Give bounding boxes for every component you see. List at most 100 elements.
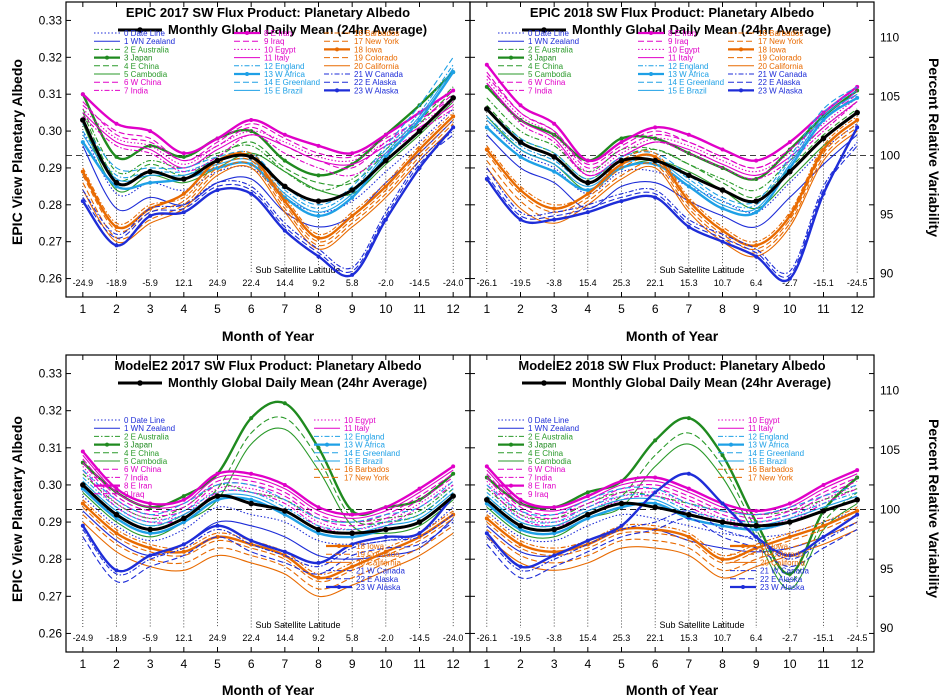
series-marker [821, 534, 826, 539]
mean-marker [80, 482, 86, 488]
series-marker [451, 464, 456, 469]
latitude-label: -15.1 [813, 278, 834, 288]
legend-marker [337, 544, 341, 548]
sub-satellite-label: Sub Satellite Latitude [255, 265, 340, 275]
x-tick-label: 3 [551, 302, 558, 316]
series-line [486, 123, 858, 251]
mean-marker [450, 95, 456, 101]
series-marker [148, 180, 153, 185]
mean-marker [383, 526, 389, 533]
legend-label: 13 W Africa [668, 70, 709, 79]
latitude-label: 24.9 [209, 278, 227, 288]
legend-label: 12 England [748, 432, 788, 441]
series-line [82, 454, 454, 519]
legend-label: 3 Japan [528, 54, 556, 63]
x-tick-label: 5 [618, 302, 625, 316]
y-tick-label: 0.32 [39, 404, 63, 418]
series-line [486, 443, 858, 590]
series-line [82, 502, 454, 580]
latitude-label: -3.8 [546, 633, 562, 643]
legend-label: 20 California [760, 558, 805, 567]
x-axis-label-bottom-left: Month of Year [222, 682, 315, 698]
y-tick-label: 0.26 [39, 272, 63, 286]
legend-label: 7 India [124, 86, 149, 95]
series-line [82, 458, 454, 523]
series-marker [114, 121, 119, 126]
series-marker [821, 482, 826, 487]
mean-marker [416, 128, 423, 134]
legend-label: 19 Colorado [758, 54, 802, 63]
series-marker [484, 147, 489, 152]
latitude-label: -5.9 [142, 633, 158, 643]
x-tick-label: 5 [214, 302, 221, 316]
x-tick-label: 5 [618, 657, 625, 671]
x-tick-label: 11 [817, 302, 830, 316]
x-tick-label: 4 [584, 657, 591, 671]
mean-marker [113, 511, 120, 518]
latitude-label: -26.1 [477, 633, 498, 643]
series-marker [215, 497, 220, 502]
x-tick-label: 11 [413, 657, 426, 671]
series-marker [148, 531, 153, 536]
chart-panel: ModelE2 2017 SW Flux Product: Planetary … [39, 354, 471, 671]
series-line [485, 63, 858, 163]
legend-label: 17 New York [344, 473, 390, 482]
series-line [486, 119, 858, 214]
series-line [486, 473, 858, 519]
series-marker [451, 88, 456, 93]
series-marker [754, 520, 759, 525]
plot-frame [469, 1, 875, 298]
series-line [82, 521, 454, 598]
x-axis-label-top-right: Month of Year [626, 328, 719, 344]
legend-label: 2 E Australia [124, 432, 169, 441]
series-marker [451, 125, 456, 130]
x-tick-label: 12 [850, 302, 864, 316]
series-line [485, 465, 858, 513]
series-lines [484, 62, 860, 283]
series-marker [720, 239, 725, 244]
legend-label: 10 Egypt [264, 45, 296, 54]
series-marker [552, 505, 557, 510]
series-marker [754, 177, 759, 181]
latitude-label: -2.0 [378, 278, 394, 288]
series-marker [754, 508, 759, 513]
legend-label: 8 E Iran [124, 482, 152, 491]
latitude-label: 9.2 [312, 633, 325, 643]
x-tick-label: 1 [483, 657, 490, 671]
legend-label: 11 Italy [668, 54, 693, 63]
series-marker [720, 147, 725, 152]
legend-label: 16 Barbados [344, 465, 389, 474]
latitude-label: 15.4 [579, 633, 597, 643]
series-marker [417, 147, 422, 152]
series-marker [316, 143, 321, 148]
series-marker [181, 497, 186, 502]
legend-label: 2 E Australia [528, 45, 573, 54]
series-marker [215, 136, 220, 141]
series-marker [585, 516, 590, 521]
x-tick-label: 8 [315, 657, 322, 671]
series-line [82, 510, 454, 560]
mean-marker [181, 515, 187, 522]
series-line [82, 473, 454, 523]
y-tick-label: 0.29 [39, 161, 63, 175]
mean-marker [282, 508, 288, 514]
legend-label: 19 Colorado [354, 54, 398, 63]
mean-marker [484, 496, 490, 503]
series-line [486, 130, 858, 258]
mean-marker [585, 179, 591, 186]
series-line [82, 112, 454, 235]
series-marker [80, 169, 85, 174]
series-marker [585, 188, 590, 193]
series-marker [350, 195, 355, 200]
series-marker [417, 118, 422, 122]
series-line [486, 509, 858, 561]
series-marker [653, 195, 658, 200]
x-axis-label-top-left: Month of Year [222, 328, 315, 344]
legend-label: 5 Cambodia [528, 70, 572, 79]
series-marker [787, 534, 792, 539]
series-marker [484, 62, 489, 67]
mean-marker [248, 500, 254, 507]
series-marker [720, 206, 725, 211]
